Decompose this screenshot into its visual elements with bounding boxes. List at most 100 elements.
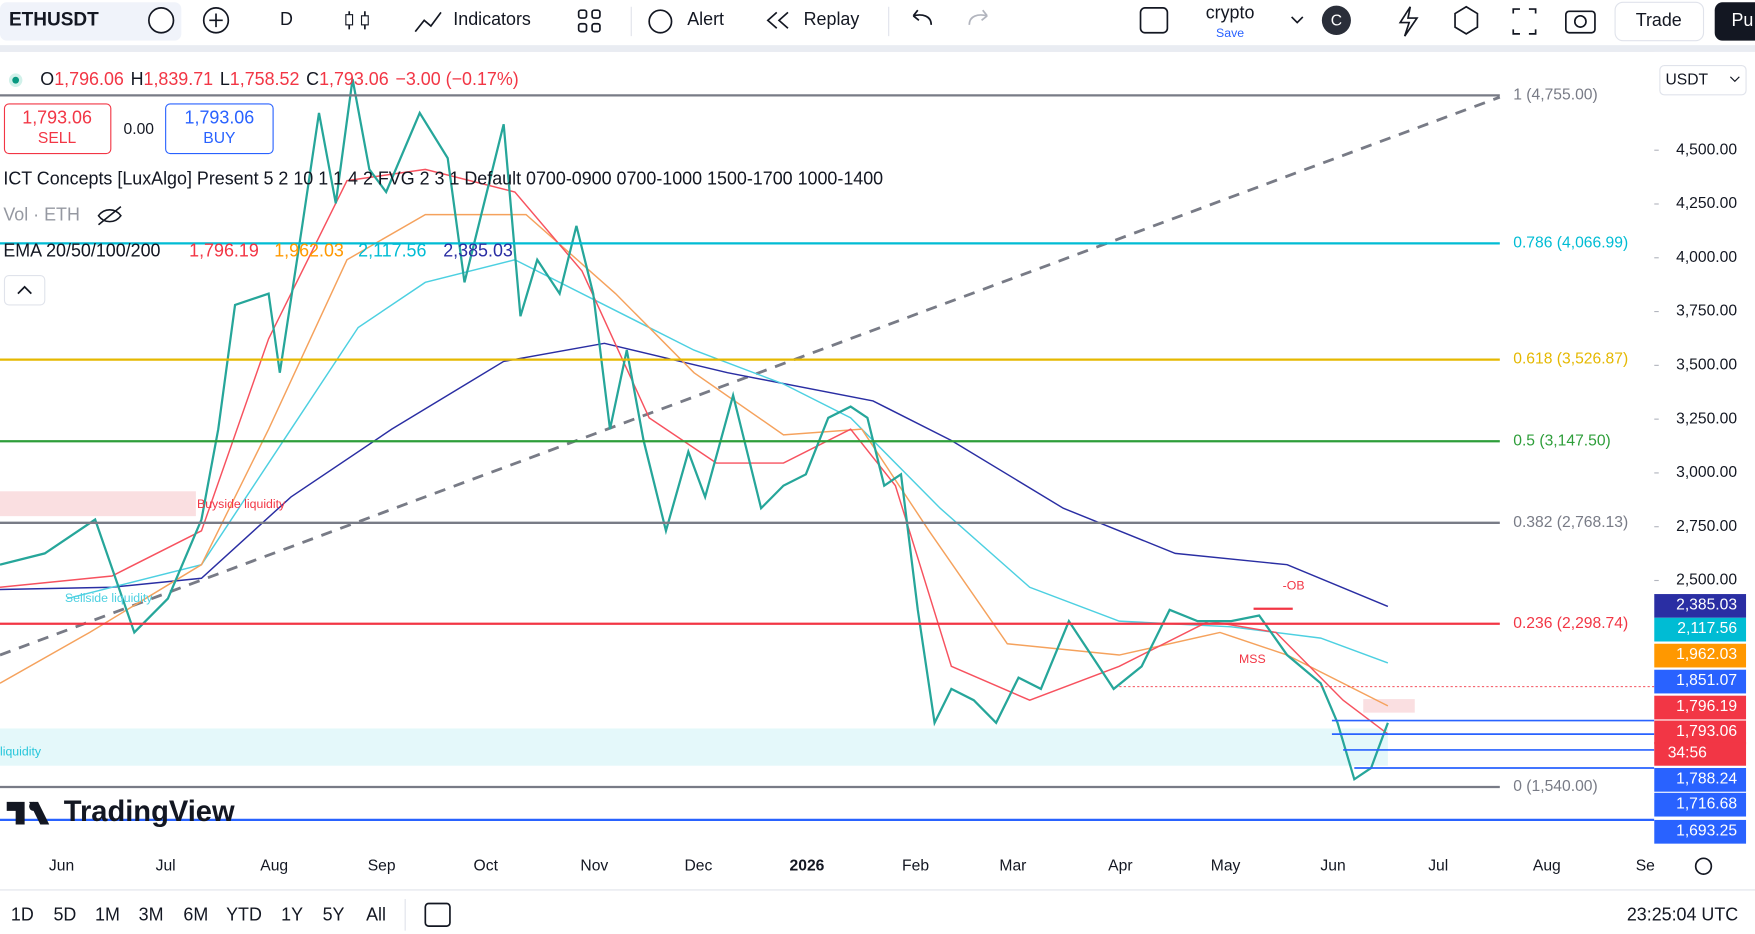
icon-chevron[interactable] xyxy=(1291,16,1304,24)
icon-plus xyxy=(209,13,223,28)
buyside-label: Buyside liquidity xyxy=(197,497,286,511)
logo-mark xyxy=(6,801,50,825)
collapse-button[interactable] xyxy=(3,275,46,306)
time-label: Aug xyxy=(260,857,288,874)
buy-button[interactable] xyxy=(165,103,274,155)
price-tag xyxy=(1654,767,1747,792)
time-label: Jun xyxy=(49,857,74,874)
price-tick-label: 3,000.00 xyxy=(1676,464,1737,481)
range-button[interactable]: 3M xyxy=(139,905,164,925)
ema-value: 1,962.03 xyxy=(274,241,344,261)
time-label: 2026 xyxy=(790,857,825,874)
alert-button[interactable]: Alert xyxy=(687,9,724,29)
icon-redo[interactable] xyxy=(968,9,988,25)
ohlc-key: O xyxy=(40,69,54,89)
symbol-box[interactable] xyxy=(0,2,182,41)
price-tag-label: 1,851.07 xyxy=(1676,672,1737,689)
icon-replay[interactable] xyxy=(766,11,789,29)
ema-value: 2,385.03 xyxy=(443,241,513,261)
ohlc: O1,796.06 H1,839.71 L1,758.52 C1,793.06 −3.0… xyxy=(40,69,518,89)
price-tag xyxy=(1654,695,1747,720)
level-lines xyxy=(1331,719,1655,769)
icon-indicators[interactable] xyxy=(414,11,442,33)
ohlc-key: H xyxy=(131,69,144,89)
icon-hidden[interactable] xyxy=(97,206,122,226)
range-button[interactable]: 5Y xyxy=(323,905,345,925)
icon-expand[interactable] xyxy=(1512,8,1537,35)
range-button[interactable]: YTD xyxy=(226,905,262,925)
time-label: Apr xyxy=(1108,857,1132,874)
time-label: Nov xyxy=(580,857,608,874)
price-tag-label: 2,385.03 xyxy=(1676,596,1737,613)
toolbar: ETHUSDT D Indicators Alert Replay crypto… xyxy=(0,0,1755,52)
icon-candle xyxy=(360,15,369,26)
range-button[interactable]: 1Y xyxy=(281,905,303,925)
trade-button[interactable] xyxy=(1614,1,1705,42)
ob-label: -OB xyxy=(1283,578,1305,592)
bottom-bar: 23:25:04 UTC 1D 5D 1M 3M 6M YTD 1Y 5Y All xyxy=(11,898,1738,931)
time-label: May xyxy=(1211,857,1241,874)
currency[interactable]: USDT xyxy=(1665,71,1708,88)
time-label: Dec xyxy=(684,857,712,874)
avatar[interactable] xyxy=(1321,5,1351,36)
ema-100 xyxy=(66,258,1389,664)
price-line xyxy=(0,78,1389,782)
icon-axis-settings[interactable] xyxy=(1694,857,1713,875)
publish-label: Pu xyxy=(1731,10,1753,30)
trade-label: Trade xyxy=(1636,10,1682,30)
range-button[interactable]: 1D xyxy=(11,905,34,925)
liquidity-label: liquidity xyxy=(0,744,42,758)
time-label: Se xyxy=(1636,857,1655,874)
icon-settings[interactable] xyxy=(1454,5,1479,35)
icon-layouts[interactable] xyxy=(577,9,601,33)
price-tag-label: 1,962.03 xyxy=(1676,646,1737,663)
fib-label: 0.618 (3,526.87) xyxy=(1513,351,1628,368)
logo: TradingView xyxy=(6,796,235,828)
icon-snapshot[interactable] xyxy=(1565,10,1596,34)
ema-200 xyxy=(0,342,1389,608)
save-status[interactable]: Save xyxy=(1216,26,1244,40)
interval[interactable]: D xyxy=(280,9,293,29)
price-tick-label: 2,750.00 xyxy=(1676,518,1737,535)
icon-symbol[interactable] xyxy=(148,7,175,34)
price-tick-label: 4,500.00 xyxy=(1676,141,1737,158)
ema-indicator: EMA 20/50/100/200 xyxy=(3,241,160,261)
ohlc-value: 1,839.71 xyxy=(143,69,213,89)
range-button[interactable]: 5D xyxy=(53,905,76,925)
icon-goto-date[interactable] xyxy=(424,902,451,927)
icon-alert[interactable] xyxy=(648,9,673,34)
symbol[interactable]: ETHUSDT xyxy=(9,9,99,30)
icon-undo[interactable] xyxy=(912,9,933,25)
ema-value: 2,117.56 xyxy=(358,241,426,261)
indicators-button[interactable]: Indicators xyxy=(453,9,531,29)
clock[interactable]: 23:25:04 UTC xyxy=(1627,905,1738,925)
icon-lens xyxy=(1573,14,1587,28)
spread: 0.00 xyxy=(124,121,155,138)
range-button[interactable]: 6M xyxy=(183,905,208,925)
icon-fullscreen-box[interactable] xyxy=(1139,7,1169,34)
icon-add[interactable] xyxy=(202,7,230,34)
fib-label: 0.236 (2,298.74) xyxy=(1513,615,1628,632)
icon-candle xyxy=(345,14,354,26)
price-tag-label: 1,788.24 xyxy=(1676,770,1737,787)
countdown-bg xyxy=(1654,742,1747,766)
replay-button[interactable]: Replay xyxy=(804,9,860,29)
layout-name[interactable]: crypto xyxy=(1206,2,1255,22)
ohlc-value: 1,796.06 xyxy=(54,69,124,89)
currency-box[interactable] xyxy=(1659,64,1747,96)
sell-button[interactable] xyxy=(3,103,112,155)
time-label: Jul xyxy=(156,857,176,874)
fib-label: 0.786 (4,066.99) xyxy=(1513,234,1628,251)
buy-label: BUY xyxy=(203,130,236,147)
publish-button[interactable] xyxy=(1714,2,1755,41)
logo-dot xyxy=(29,801,39,811)
price-tag xyxy=(1654,617,1747,642)
icon-quick[interactable] xyxy=(1398,6,1419,37)
price-tag-label: 1,693.25 xyxy=(1676,822,1737,839)
icon-collapse xyxy=(17,285,32,295)
range-button[interactable]: All xyxy=(366,905,386,925)
range-button[interactable]: 1M xyxy=(95,905,120,925)
sellside-label: Sellside liquidity xyxy=(65,591,153,605)
plot: -OB MSS Buyside liquidity Sellside liqui… xyxy=(0,78,1655,822)
